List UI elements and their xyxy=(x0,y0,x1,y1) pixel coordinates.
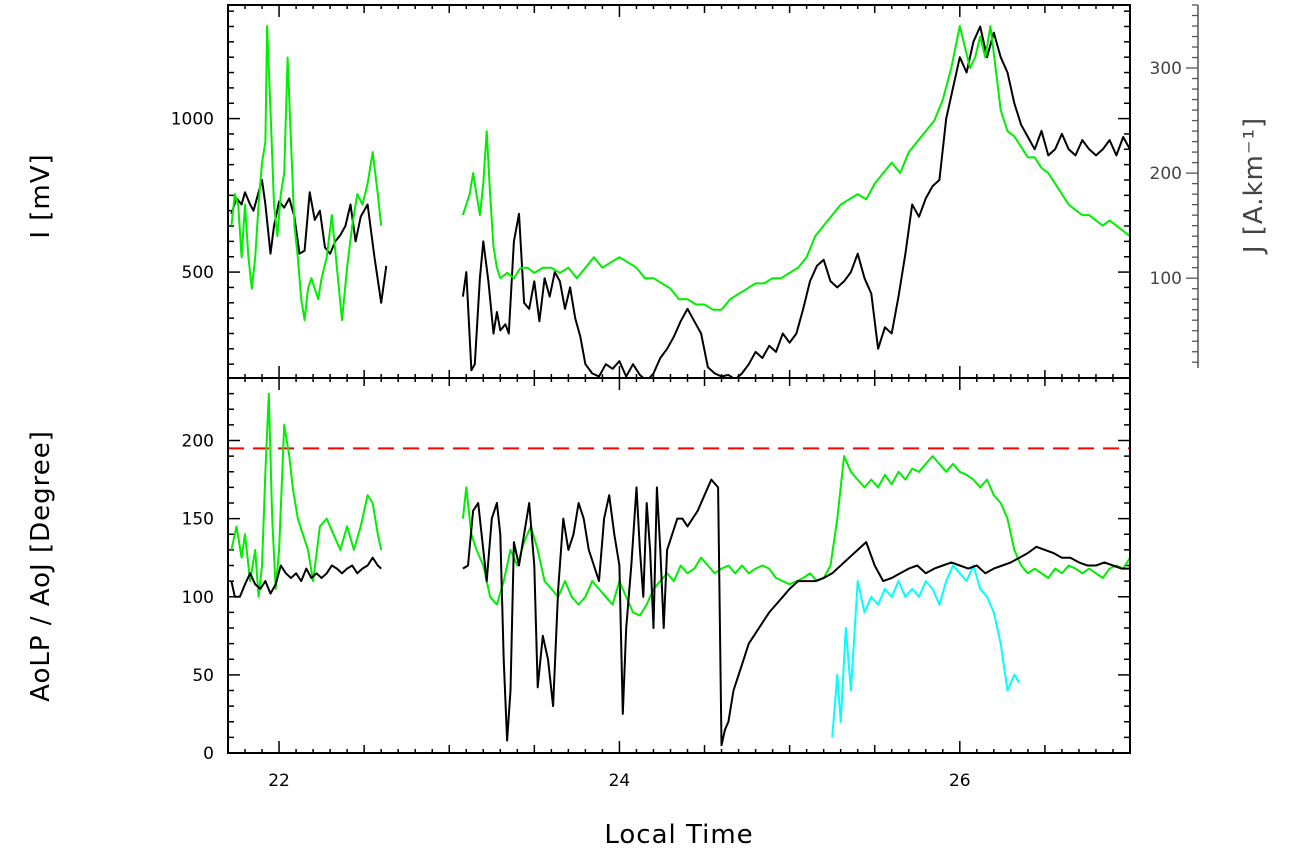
bottom-series-1-segment-0 xyxy=(831,564,1021,738)
x-tick-label: 26 xyxy=(949,771,971,791)
bottom-panel-frame xyxy=(227,377,1131,754)
x-tick-label: 22 xyxy=(268,771,290,791)
x-axis-label: Local Time xyxy=(604,820,753,850)
bottom-y-axis-label: AoLP / AoJ [Degree] xyxy=(26,430,56,702)
top-panel-ticks: 500 1000 xyxy=(171,5,1131,378)
top-series-0-segment-0 xyxy=(230,179,388,304)
x-tick-label: 24 xyxy=(609,771,631,791)
top-y-axis-label: I [mV] xyxy=(26,153,56,238)
bottom-y-tick-label: 0 xyxy=(203,744,214,764)
bottom-series-2-segment-0 xyxy=(230,556,382,598)
top-panel: 500 1000 xyxy=(171,5,1131,378)
panel-frames xyxy=(227,4,1131,754)
bottom-panel-series xyxy=(228,392,1130,747)
right-axis-tick-label: 100 xyxy=(1150,269,1182,289)
right-axis-tick-label: 200 xyxy=(1150,164,1182,184)
top-series-1-segment-1 xyxy=(461,25,1130,311)
bottom-series-0-segment-0 xyxy=(230,392,383,598)
top-y-tick-label: 1000 xyxy=(171,110,214,130)
bottom-panel-ticks: 0 50 100 150 200 22 24 26 xyxy=(182,377,1131,791)
bottom-y-tick-label: 50 xyxy=(192,666,214,686)
top-series-1-segment-0 xyxy=(230,25,383,322)
top-y-tick-label: 500 xyxy=(182,263,214,283)
right-axis-tick-label: 300 xyxy=(1150,59,1182,79)
top-panel-series xyxy=(230,25,1130,378)
bottom-y-tick-label: 100 xyxy=(182,588,214,608)
bottom-y-tick-label: 200 xyxy=(182,432,214,452)
right-y-axis-label: J [A.km⁻¹] xyxy=(1239,117,1269,255)
bottom-y-tick-label: 150 xyxy=(182,510,214,530)
bottom-series-2-segment-1 xyxy=(462,478,1130,747)
axis-labels: Local Time I [mV] AoLP / AoJ [Degree] J [A.… xyxy=(26,117,1269,850)
top-series-0-segment-1 xyxy=(461,25,1130,378)
bottom-panel: 0 50 100 150 200 22 24 26 xyxy=(182,377,1131,791)
right-axis-current-density: 100 200 300 xyxy=(1150,4,1199,368)
